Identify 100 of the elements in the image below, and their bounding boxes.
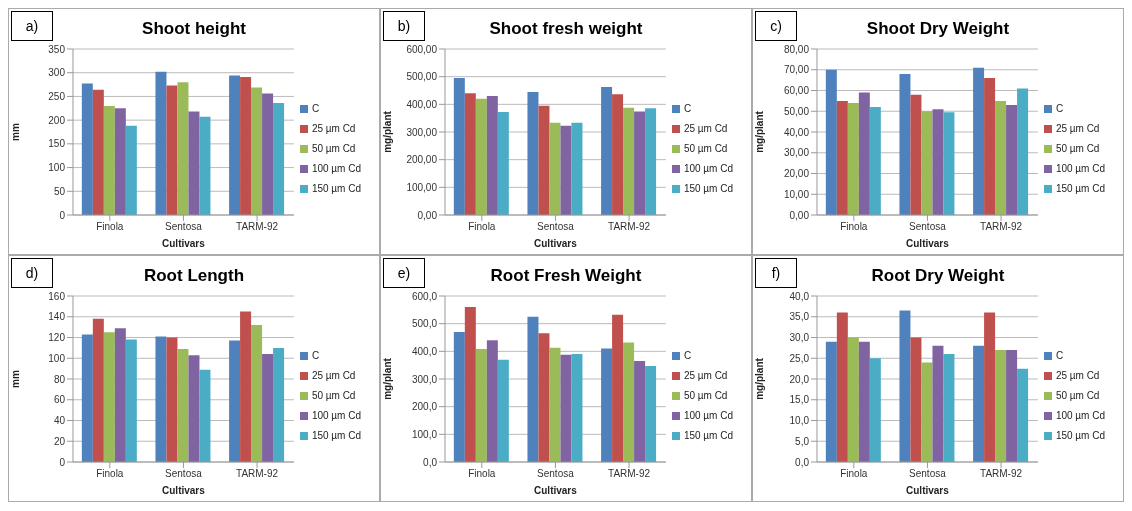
bar	[910, 337, 922, 462]
x-tick-label: Finola	[840, 221, 868, 233]
bar	[973, 345, 985, 462]
bar	[645, 108, 657, 215]
x-axis-title: Cultivars	[162, 485, 206, 496]
bar	[973, 67, 985, 215]
bar	[836, 100, 848, 215]
bar	[634, 361, 646, 462]
y-tick-label: 300,0	[411, 373, 438, 385]
bar	[92, 89, 104, 215]
y-axis-title: mg/plant	[753, 357, 765, 400]
y-axis-title: mg/plant	[753, 110, 765, 153]
y-tick-label: 80,00	[783, 43, 810, 55]
y-tick-label: 80	[53, 373, 66, 385]
bar	[527, 316, 539, 462]
bar	[601, 86, 613, 215]
bar	[560, 354, 572, 462]
y-tick-label: 60,00	[783, 85, 810, 97]
y-tick-label: 10,00	[783, 188, 810, 200]
legend-label: 150 µm Cd	[311, 430, 361, 441]
y-tick-label: 140	[48, 311, 66, 323]
bar	[612, 94, 624, 215]
bar	[114, 328, 126, 462]
bar	[847, 102, 859, 215]
y-tick-label: 200	[48, 114, 66, 126]
legend-label: 25 µm Cd	[683, 123, 728, 134]
x-tick-label: Finola	[468, 221, 496, 233]
y-tick-label: 350	[48, 43, 66, 55]
chart-title: Shoot Dry Weight	[866, 19, 1010, 38]
y-tick-label: 150	[48, 138, 66, 150]
bar	[910, 94, 922, 215]
bar	[932, 345, 944, 462]
bar	[81, 334, 93, 462]
y-tick-label: 50,00	[783, 105, 810, 117]
y-tick-label: 250	[48, 90, 66, 102]
y-tick-label: 300	[48, 67, 66, 79]
y-tick-label: 100	[48, 352, 66, 364]
legend-label: 50 µm Cd	[683, 390, 728, 401]
bar	[932, 109, 944, 215]
chart-title: Root Dry Weight	[871, 266, 1005, 285]
x-tick-label: TARM-92	[236, 468, 279, 480]
bar	[869, 107, 881, 215]
y-tick-label: 20	[53, 435, 66, 447]
legend-label: C	[1055, 103, 1064, 114]
y-tick-label: 160	[48, 290, 66, 302]
bar	[836, 312, 848, 462]
y-tick-label: 200,0	[411, 401, 438, 413]
legend-label: 150 µm Cd	[311, 183, 361, 194]
x-tick-label: Sentosa	[537, 221, 575, 233]
y-tick-label: 0	[59, 209, 66, 221]
bar	[262, 354, 274, 462]
bar	[1006, 349, 1018, 462]
y-axis-title: mg/plant	[381, 110, 393, 153]
bar	[125, 125, 137, 215]
bar	[81, 83, 93, 215]
bar	[453, 78, 465, 215]
y-tick-label: 100,00	[406, 181, 438, 193]
bar	[634, 111, 646, 215]
bar	[251, 87, 263, 215]
y-axis-title: mm	[9, 370, 21, 388]
legend-label: 25 µm Cd	[1055, 123, 1100, 134]
y-tick-label: 500,00	[406, 71, 438, 83]
bar	[177, 82, 189, 215]
bar	[984, 312, 996, 462]
legend-label: C	[311, 350, 320, 361]
x-tick-label: Finola	[96, 468, 124, 480]
bar	[825, 341, 837, 462]
y-tick-label: 100	[48, 162, 66, 174]
y-tick-label: 50	[53, 185, 66, 197]
bar	[188, 111, 200, 215]
bar	[199, 369, 211, 462]
y-tick-label: 0,00	[417, 209, 438, 221]
x-tick-label: Sentosa	[165, 468, 203, 480]
y-tick-label: 200,00	[406, 154, 438, 166]
legend-label: C	[683, 350, 692, 361]
y-tick-label: 0	[59, 456, 66, 468]
bar	[103, 105, 115, 215]
x-tick-label: Sentosa	[537, 468, 575, 480]
y-tick-label: 100,0	[411, 428, 438, 440]
chart-title: Shoot height	[142, 19, 246, 38]
bar	[486, 340, 498, 462]
bar	[240, 311, 252, 462]
bar	[229, 75, 241, 215]
x-tick-label: TARM-92	[980, 468, 1023, 480]
chart-title: Root Length	[143, 266, 245, 285]
y-tick-label: 70,00	[783, 64, 810, 76]
y-tick-label: 400,0	[411, 345, 438, 357]
bar	[188, 355, 200, 462]
x-tick-label: Finola	[96, 221, 124, 233]
bar	[497, 359, 509, 462]
x-tick-label: TARM-92	[980, 221, 1023, 233]
y-tick-label: 20,0	[789, 373, 810, 385]
bar	[549, 122, 561, 215]
bar	[527, 91, 539, 215]
legend-label: 100 µm Cd	[311, 410, 361, 421]
y-tick-label: 600,00	[406, 43, 438, 55]
y-tick-label: 35,0	[789, 311, 810, 323]
bar	[858, 92, 870, 215]
legend-label: C	[311, 103, 320, 114]
x-tick-label: TARM-92	[236, 221, 279, 233]
